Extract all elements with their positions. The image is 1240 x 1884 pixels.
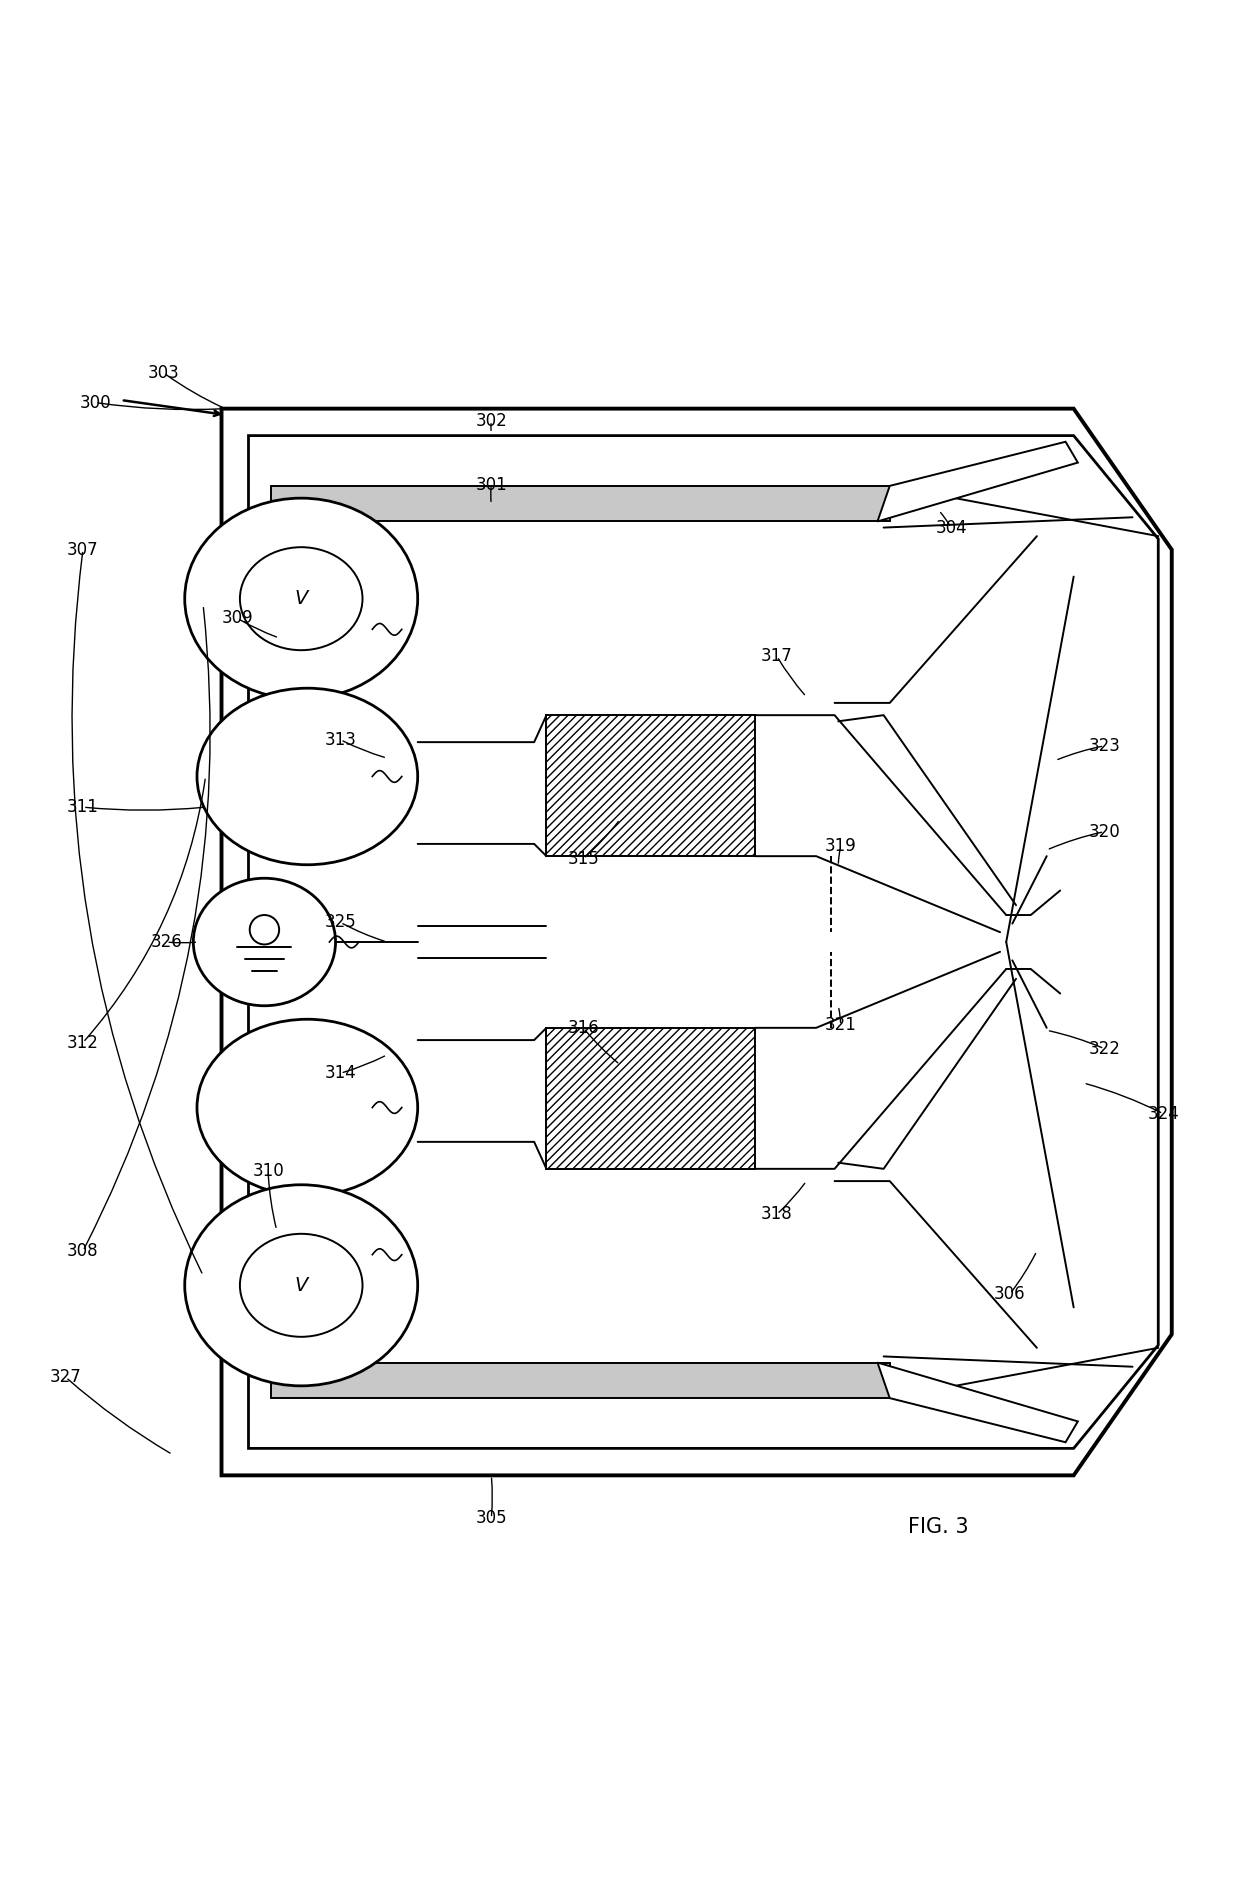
Text: 301: 301 bbox=[475, 475, 507, 494]
Polygon shape bbox=[878, 441, 1078, 522]
Ellipse shape bbox=[239, 1234, 362, 1338]
Text: 321: 321 bbox=[825, 1015, 857, 1034]
Text: 306: 306 bbox=[994, 1285, 1025, 1304]
Text: 305: 305 bbox=[475, 1509, 507, 1528]
Text: 323: 323 bbox=[1089, 737, 1120, 755]
Polygon shape bbox=[878, 1362, 1078, 1443]
Text: 309: 309 bbox=[222, 609, 253, 627]
Text: 308: 308 bbox=[67, 1242, 99, 1260]
Text: 319: 319 bbox=[825, 836, 857, 855]
Ellipse shape bbox=[239, 546, 362, 650]
Text: 327: 327 bbox=[50, 1368, 82, 1387]
Text: 320: 320 bbox=[1089, 823, 1120, 840]
Text: 304: 304 bbox=[935, 518, 967, 537]
Text: 318: 318 bbox=[761, 1206, 792, 1223]
Text: 311: 311 bbox=[67, 799, 99, 816]
Text: 303: 303 bbox=[148, 364, 180, 382]
Text: 322: 322 bbox=[1089, 1040, 1120, 1057]
Text: 302: 302 bbox=[475, 413, 507, 430]
Text: 326: 326 bbox=[150, 933, 182, 951]
Ellipse shape bbox=[197, 688, 418, 865]
Text: 316: 316 bbox=[568, 1019, 599, 1036]
Text: 307: 307 bbox=[67, 541, 99, 560]
Bar bbox=[547, 716, 755, 855]
Text: 315: 315 bbox=[568, 850, 599, 869]
Text: 325: 325 bbox=[325, 914, 356, 931]
Text: 324: 324 bbox=[1147, 1104, 1179, 1123]
Bar bbox=[270, 1362, 890, 1398]
Ellipse shape bbox=[185, 1185, 418, 1387]
Ellipse shape bbox=[185, 497, 418, 699]
Circle shape bbox=[249, 916, 279, 944]
Text: 317: 317 bbox=[761, 648, 792, 665]
Text: V: V bbox=[295, 1275, 308, 1294]
Polygon shape bbox=[248, 435, 1158, 1449]
Bar bbox=[270, 486, 890, 522]
Bar bbox=[547, 1029, 755, 1168]
Text: 313: 313 bbox=[325, 731, 356, 748]
Text: 300: 300 bbox=[79, 394, 112, 411]
Text: 310: 310 bbox=[252, 1162, 284, 1179]
Ellipse shape bbox=[197, 1019, 418, 1196]
Ellipse shape bbox=[193, 878, 336, 1006]
Polygon shape bbox=[222, 409, 1172, 1475]
Text: 312: 312 bbox=[67, 1034, 99, 1051]
Text: V: V bbox=[295, 590, 308, 609]
Text: 314: 314 bbox=[325, 1064, 356, 1081]
Text: FIG. 3: FIG. 3 bbox=[909, 1517, 970, 1537]
